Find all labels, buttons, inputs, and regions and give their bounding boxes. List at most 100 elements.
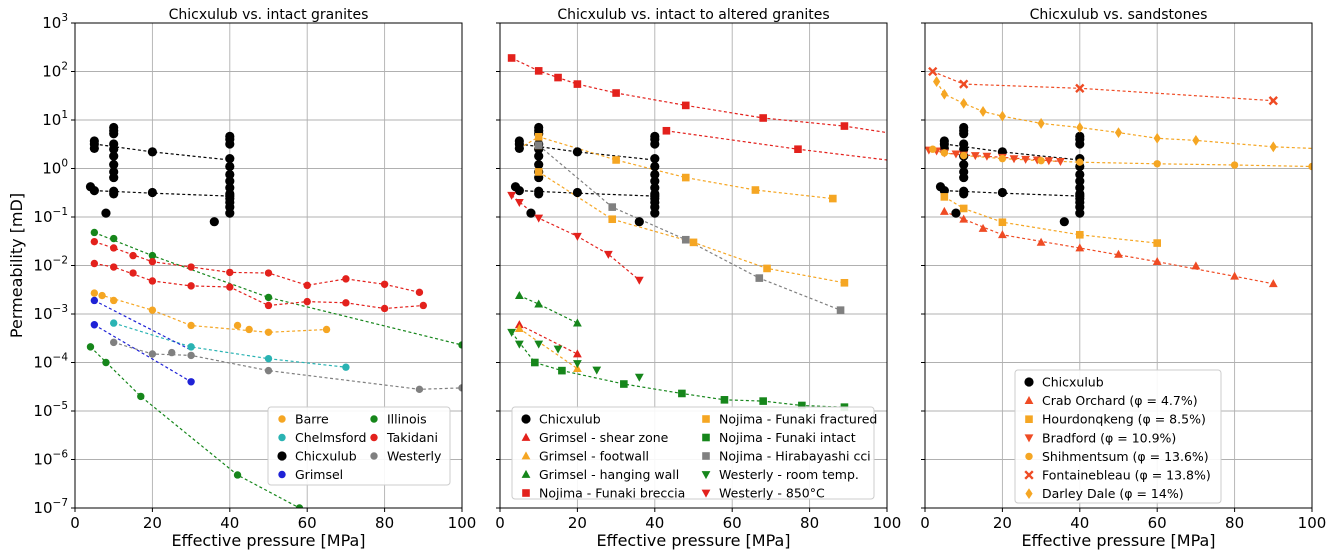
x-tick-label: 60 bbox=[298, 514, 317, 532]
data-point bbox=[603, 250, 613, 259]
data-point bbox=[90, 259, 99, 268]
data-point bbox=[554, 73, 562, 82]
legend-label: Chicxulub bbox=[295, 449, 357, 464]
series-line bbox=[519, 143, 655, 161]
data-point bbox=[534, 151, 544, 161]
data-point bbox=[959, 189, 969, 199]
y-tick-label: 10−2 bbox=[33, 255, 68, 275]
series-line bbox=[113, 322, 346, 368]
x-tick-label: 80 bbox=[375, 514, 394, 532]
y-tick-label: 10−6 bbox=[33, 449, 68, 469]
data-point bbox=[168, 348, 176, 357]
legend-box bbox=[511, 406, 875, 500]
legend: Chicxulub Grimsel - shear zone Grimsel - f… bbox=[511, 406, 877, 501]
series-line bbox=[519, 324, 578, 355]
legend-label: Darley Dale (φ = 14%) bbox=[1042, 486, 1184, 501]
legend-label: Takidani bbox=[386, 430, 438, 445]
chart-panel-2: Chicxulub vs. intact to altered granites… bbox=[495, 7, 901, 550]
data-point bbox=[148, 306, 157, 314]
x-tick-label: 100 bbox=[1298, 514, 1327, 532]
legend-marker bbox=[521, 432, 531, 441]
data-point bbox=[1075, 243, 1085, 252]
data-point bbox=[89, 186, 99, 196]
data-point bbox=[650, 169, 660, 180]
data-point bbox=[295, 504, 304, 508]
data-point bbox=[225, 169, 235, 180]
x-tick-label: 20 bbox=[143, 514, 162, 532]
data-point bbox=[187, 343, 195, 351]
data-point bbox=[264, 269, 273, 277]
data-point bbox=[110, 263, 118, 271]
data-point bbox=[970, 152, 980, 161]
legend: Barre Chelmsford Chicxulub Grimsel Illinois T… bbox=[267, 406, 451, 486]
data-point bbox=[620, 380, 628, 388]
data-point bbox=[751, 186, 760, 194]
data-point bbox=[650, 176, 660, 186]
data-point bbox=[110, 319, 118, 327]
data-point bbox=[264, 293, 273, 302]
data-point bbox=[979, 106, 987, 117]
data-point bbox=[233, 321, 242, 330]
data-point bbox=[1059, 217, 1069, 227]
data-point bbox=[322, 325, 331, 334]
legend-marker bbox=[1024, 470, 1034, 480]
data-point bbox=[110, 338, 118, 347]
legend-marker bbox=[370, 415, 378, 423]
data-point bbox=[109, 129, 119, 139]
data-point bbox=[940, 193, 949, 201]
data-point bbox=[342, 299, 350, 307]
legend-box bbox=[267, 406, 451, 486]
series-line bbox=[511, 57, 887, 134]
x-tick-label: 20 bbox=[993, 514, 1012, 532]
legend-marker bbox=[278, 470, 286, 479]
data-point bbox=[89, 143, 99, 153]
legend-box bbox=[1014, 369, 1222, 504]
data-point bbox=[1153, 132, 1161, 144]
markers bbox=[85, 122, 462, 508]
x-tick-label: 60 bbox=[1148, 514, 1167, 532]
data-point bbox=[940, 88, 948, 100]
data-point bbox=[264, 301, 273, 310]
y-tick-label: 10−1 bbox=[33, 206, 68, 226]
legend-label: Shihmentsum (φ = 13.6%) bbox=[1042, 449, 1209, 464]
data-point bbox=[1268, 279, 1278, 288]
legend-label: Illinois bbox=[387, 412, 427, 427]
data-point bbox=[226, 268, 234, 277]
data-point bbox=[458, 384, 462, 392]
data-point bbox=[681, 173, 690, 182]
data-point bbox=[959, 79, 969, 89]
series-line bbox=[538, 171, 845, 284]
data-point bbox=[1009, 155, 1019, 164]
data-point bbox=[514, 290, 524, 299]
data-point bbox=[90, 289, 99, 297]
data-point bbox=[553, 345, 563, 354]
legend-marker bbox=[370, 433, 378, 442]
y-tick-label: 10−7 bbox=[33, 497, 68, 517]
series-line bbox=[511, 194, 640, 281]
y-tick-label: 100 bbox=[42, 158, 68, 178]
data-point bbox=[534, 141, 543, 150]
data-point bbox=[573, 318, 582, 327]
series-line bbox=[519, 328, 578, 370]
chart-panel-3: Chicxulub vs. sandstones 0 20 40 60 80 100 Effe… bbox=[920, 7, 1326, 550]
data-point bbox=[794, 145, 802, 153]
data-point bbox=[634, 217, 644, 227]
data-point bbox=[187, 263, 195, 271]
series-line bbox=[519, 136, 833, 200]
data-point bbox=[148, 277, 157, 285]
data-point bbox=[763, 264, 771, 273]
data-point bbox=[147, 147, 157, 157]
legend-label: Westerly - room temp. bbox=[719, 467, 859, 482]
data-point bbox=[109, 144, 119, 154]
data-point bbox=[1153, 160, 1161, 168]
data-point bbox=[264, 328, 273, 336]
data-point bbox=[959, 172, 969, 183]
data-point bbox=[514, 186, 524, 196]
legend-marker bbox=[701, 471, 711, 480]
x-tick-label: 100 bbox=[448, 514, 477, 532]
data-point bbox=[303, 281, 311, 290]
legend-marker bbox=[370, 452, 378, 460]
data-point bbox=[233, 471, 242, 479]
data-point bbox=[1268, 96, 1278, 106]
data-point bbox=[1021, 155, 1031, 164]
